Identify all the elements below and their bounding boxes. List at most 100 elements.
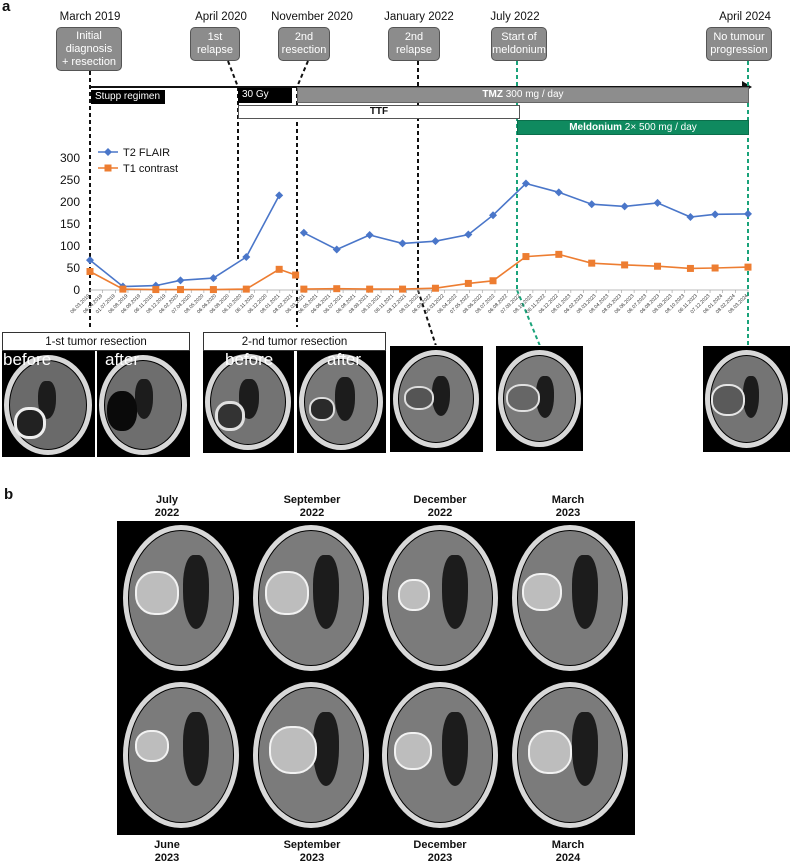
ventricle	[442, 555, 468, 629]
grid-label-dec-2023: December 2023	[390, 839, 490, 865]
label-month: June	[154, 839, 180, 851]
data-point-t2-flair	[275, 191, 284, 200]
ventricle	[432, 376, 450, 416]
mri-grid-image	[246, 678, 374, 833]
data-point-t2-flair	[653, 198, 662, 207]
data-point-t2-flair	[554, 188, 563, 197]
skull	[382, 682, 498, 828]
label-year: 2023	[299, 852, 325, 864]
mri-grid-image	[505, 521, 633, 676]
skull	[299, 354, 383, 450]
second-resection-title: 2-nd tumor resection	[203, 332, 386, 351]
data-point-t2-flair	[242, 253, 251, 261]
event-date-second-resection: November 2020	[271, 11, 353, 23]
data-point-t1-contrast	[86, 268, 94, 276]
data-point-t2-flair	[176, 276, 185, 285]
event-box-initial: Initial diagnosis + resection	[56, 27, 122, 71]
grid-label-dec-2022: December 2022	[390, 494, 490, 520]
data-point-t1-contrast	[522, 253, 530, 261]
event-date-meldonium: July 2022	[490, 11, 540, 23]
data-point-t1-contrast	[152, 286, 160, 294]
label-year: 2023	[555, 507, 581, 519]
mri-second-before: before	[203, 351, 294, 453]
data-point-t1-contrast	[431, 284, 439, 292]
mri-grid	[117, 521, 635, 835]
skull	[205, 354, 291, 450]
meldonium-bar-bold: Meldonium	[569, 122, 622, 133]
data-point-t1-contrast	[711, 264, 719, 272]
connector-relapse-mri	[417, 289, 437, 345]
lesion	[135, 571, 179, 615]
y-tick-label: 0	[73, 283, 80, 297]
label-year: 2022	[154, 507, 180, 519]
data-point-t1-contrast	[654, 262, 662, 270]
label-year: 2024	[555, 852, 581, 864]
data-point-t1-contrast	[686, 264, 694, 272]
lesion	[527, 730, 572, 774]
mri-first-before: before	[2, 351, 95, 457]
lesion	[394, 732, 432, 770]
ventricle	[183, 555, 209, 629]
grid-label-sep-2022: September 2022	[262, 494, 362, 520]
mri-start-meldonium	[496, 346, 583, 451]
data-point-t1-contrast	[744, 263, 752, 271]
after-label: after	[327, 351, 362, 369]
lesion	[404, 386, 434, 410]
data-point-t2-flair	[398, 239, 407, 248]
data-point-t1-contrast	[366, 285, 374, 293]
ventricle	[312, 555, 339, 629]
grid-label-jul-2022: July 2022	[117, 494, 217, 520]
data-point-t1-contrast	[119, 285, 127, 293]
label-year: 2023	[427, 852, 453, 864]
mri-no-progression	[703, 346, 790, 452]
ventricle	[183, 712, 209, 786]
grid-label-jun-2023: June 2023	[117, 839, 217, 865]
data-point-t2-flair	[86, 256, 94, 265]
data-point-t1-contrast	[300, 285, 308, 293]
mri-grid-image	[505, 678, 633, 833]
data-point-t2-flair	[431, 237, 440, 246]
data-point-t2-flair	[711, 210, 720, 219]
legend-label: T2 FLAIR	[123, 147, 170, 159]
mri-grid-image	[376, 678, 504, 833]
event-box-second-resection: 2nd resection	[278, 27, 330, 61]
lesion	[309, 397, 335, 421]
panel-a-label: a	[2, 0, 11, 15]
skull	[498, 350, 581, 447]
event-box-meldonium: Start of meldonium	[491, 27, 547, 61]
after-label: after	[105, 351, 140, 369]
grid-label-mar-2024: March 2024	[518, 839, 618, 865]
legend-marker	[104, 164, 112, 172]
data-point-t1-contrast	[242, 285, 250, 293]
event-date-first-relapse: April 2020	[195, 11, 247, 23]
label-month: September	[283, 494, 341, 506]
data-point-t2-flair	[521, 179, 530, 188]
lesion	[135, 730, 169, 762]
lesion	[521, 573, 562, 611]
lesion	[506, 384, 540, 412]
y-tick-label: 300	[60, 151, 80, 165]
event-box-first-relapse: 1st relapse	[190, 27, 240, 61]
label-month: March	[551, 494, 585, 506]
mri-second-relapse	[390, 346, 483, 452]
data-point-t1-contrast	[588, 259, 596, 267]
label-month: July	[155, 494, 178, 506]
data-point-t2-flair	[587, 200, 596, 209]
data-point-t1-contrast	[333, 285, 341, 293]
label-month: March	[551, 839, 585, 851]
skull	[123, 682, 239, 828]
ventricle	[571, 712, 598, 786]
data-point-t2-flair	[365, 231, 374, 239]
skull	[393, 350, 479, 448]
data-point-t2-flair	[332, 245, 341, 254]
ventricle	[536, 376, 554, 418]
skull	[252, 525, 369, 671]
meldonium-bar-dose: 2× 500 mg / day	[622, 122, 697, 133]
before-label: before	[225, 351, 274, 369]
data-point-t1-contrast	[464, 279, 472, 287]
series-line-t2-flair	[89, 195, 280, 288]
y-tick-label: 50	[67, 261, 81, 275]
data-point-t1-contrast	[489, 277, 497, 285]
lesion	[268, 726, 317, 774]
lesion	[14, 407, 46, 439]
